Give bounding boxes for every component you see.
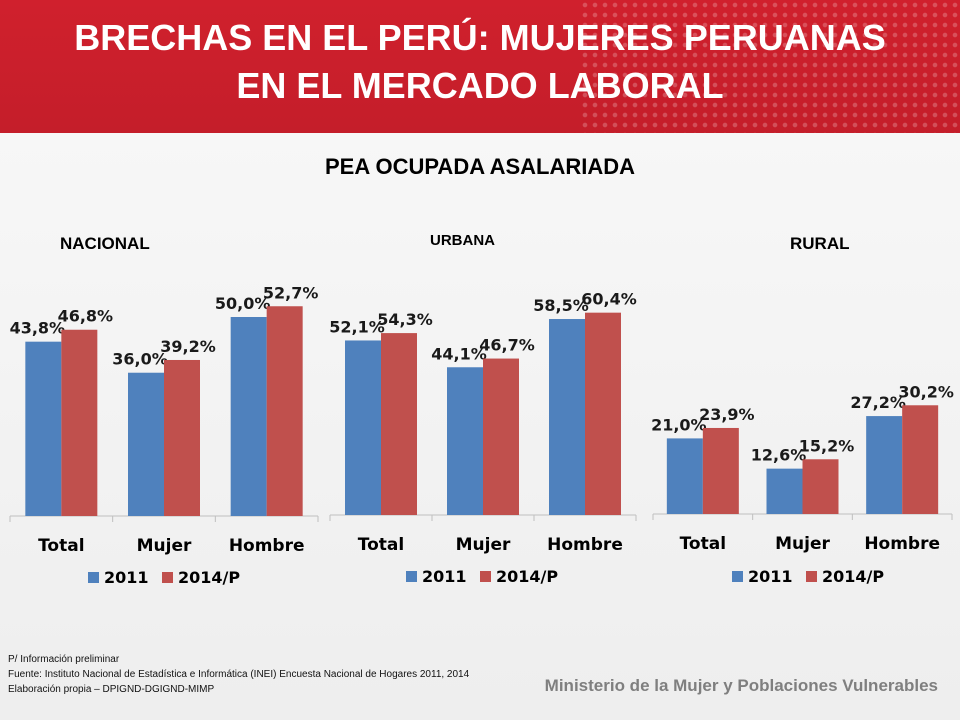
data-label: 52,1% — [329, 317, 385, 336]
bar-total-series1 — [345, 340, 381, 515]
bar-hombre-series2 — [266, 306, 303, 516]
category-label: Hombre — [229, 536, 305, 556]
legend-label: 2014/P — [496, 567, 558, 586]
data-label: 21,0% — [651, 415, 707, 434]
data-label: 44,1% — [431, 344, 487, 363]
chart-subtitle: PEA OCUPADA ASALARIADA — [324, 154, 636, 179]
data-label: 58,5% — [533, 296, 589, 315]
data-label: 43,8% — [10, 319, 66, 338]
category-label: Total — [358, 535, 404, 555]
data-label: 54,3% — [377, 310, 433, 329]
data-label: 46,7% — [479, 336, 535, 355]
dot-pattern — [580, 0, 960, 133]
page-title-line2: EN EL MERCADO LABORAL — [236, 65, 724, 106]
data-label: 39,2% — [160, 337, 216, 356]
footnote-line1: P/ Información preliminar — [8, 654, 120, 665]
data-label: 60,4% — [581, 290, 637, 309]
footnote-line2: Fuente: Instituto Nacional de Estadístic… — [8, 669, 470, 680]
legend-label: 2011 — [422, 567, 467, 586]
bar-mujer-series1 — [766, 468, 803, 514]
category-label: Mujer — [775, 534, 830, 554]
bar-total-series2 — [61, 329, 98, 516]
data-label: 15,2% — [799, 436, 855, 455]
bar-total-series2 — [702, 427, 739, 514]
legend-swatch — [480, 571, 491, 582]
data-label: 27,2% — [850, 393, 906, 412]
panel-label-rural: RURAL — [790, 234, 850, 253]
legend-swatch — [806, 571, 817, 582]
category-label: Total — [680, 534, 726, 554]
bar-total-series2 — [381, 333, 417, 515]
legend-swatch — [162, 572, 173, 583]
header-banner: BRECHAS EN EL PERÚ: MUJERES PERUANAS EN … — [0, 0, 960, 133]
legend-label: 2014/P — [178, 568, 240, 587]
data-label: 50,0% — [215, 294, 271, 313]
bar-hombre-series1 — [230, 317, 267, 516]
bar-hombre-series2 — [902, 405, 939, 514]
footnote-line3: Elaboración propia – DPIGND-DGIGND-MIMP — [8, 684, 215, 695]
ministry-logo-text: Ministerio de la Mujer y Poblaciones Vul… — [544, 676, 938, 695]
legend-swatch — [406, 571, 417, 582]
bar-mujer-series2 — [164, 359, 200, 516]
legend-label: 2014/P — [822, 567, 884, 586]
category-label: Hombre — [864, 534, 940, 554]
data-label: 30,2% — [898, 382, 954, 401]
legend-swatch — [732, 571, 743, 582]
legend-label: 2011 — [748, 567, 793, 586]
category-label: Mujer — [456, 535, 511, 555]
panel-label-nacional: NACIONAL — [60, 234, 150, 253]
category-label: Mujer — [137, 536, 192, 556]
panel-label-urbana: URBANA — [430, 232, 495, 249]
data-label: 52,7% — [263, 283, 319, 302]
bar-total-series1 — [666, 438, 703, 514]
bar-hombre-series1 — [866, 416, 903, 514]
data-label: 12,6% — [751, 446, 807, 465]
category-label: Hombre — [547, 535, 623, 555]
footnote: P/ Información preliminar Fuente: Instit… — [8, 652, 469, 697]
bar-hombre-series2 — [585, 312, 621, 515]
bar-total-series1 — [25, 341, 62, 516]
data-label: 23,9% — [699, 405, 755, 424]
bar-mujer-series2 — [802, 459, 839, 514]
bar-mujer-series1 — [128, 372, 164, 516]
bar-mujer-series2 — [483, 358, 519, 515]
data-label: 36,0% — [112, 350, 168, 369]
category-label: Total — [38, 536, 84, 556]
legend-label: 2011 — [104, 568, 149, 587]
legend-swatch — [88, 572, 99, 583]
bar-mujer-series1 — [447, 367, 483, 515]
page-title-line1: BRECHAS EN EL PERÚ: MUJERES PERUANAS — [74, 17, 886, 58]
data-label: 46,8% — [58, 307, 114, 326]
bar-hombre-series1 — [549, 319, 585, 515]
